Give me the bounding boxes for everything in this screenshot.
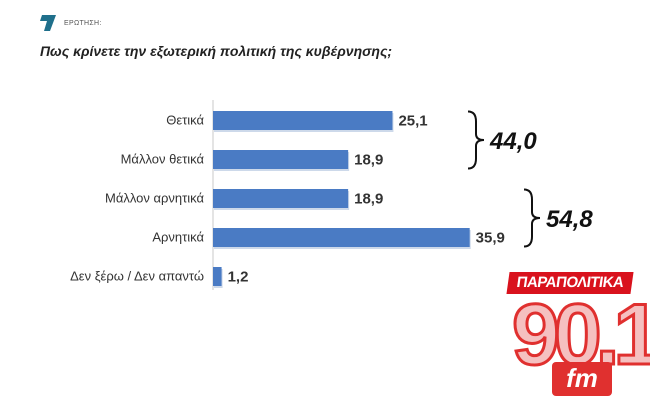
category-label: Αρνητικά bbox=[152, 230, 204, 245]
data-label: 25,1 bbox=[398, 113, 427, 130]
bar bbox=[213, 111, 393, 130]
group-total-label: 54,8 bbox=[546, 206, 593, 233]
category-label: Μάλλον αρνητικά bbox=[105, 191, 204, 206]
bar bbox=[213, 189, 349, 208]
category-label: Δεν ξέρω / Δεν απαντώ bbox=[70, 269, 204, 284]
category-label: Θετικά bbox=[166, 113, 204, 128]
station-logo: ΠΑΡΑΠΟΛΙΤΙΚΑ 90.1 fm bbox=[506, 272, 650, 400]
question-label: ΕΡΩΤΗΣΗ: bbox=[64, 20, 102, 27]
category-label: Μάλλον θετικά bbox=[121, 152, 205, 167]
bar bbox=[213, 150, 349, 169]
data-label: 1,2 bbox=[228, 269, 249, 286]
data-label: 35,9 bbox=[476, 230, 505, 247]
data-label: 18,9 bbox=[354, 191, 383, 208]
group-brace bbox=[523, 188, 541, 248]
group-brace bbox=[467, 110, 485, 170]
question-title: Πως κρίνετε την εξωτερική πολιτική της κ… bbox=[40, 43, 393, 59]
logo-band: fm bbox=[552, 362, 612, 396]
data-label: 18,9 bbox=[354, 152, 383, 169]
bar bbox=[213, 228, 470, 247]
bar bbox=[213, 267, 222, 286]
group-total-label: 44,0 bbox=[489, 128, 537, 155]
question-number-icon bbox=[40, 15, 56, 31]
